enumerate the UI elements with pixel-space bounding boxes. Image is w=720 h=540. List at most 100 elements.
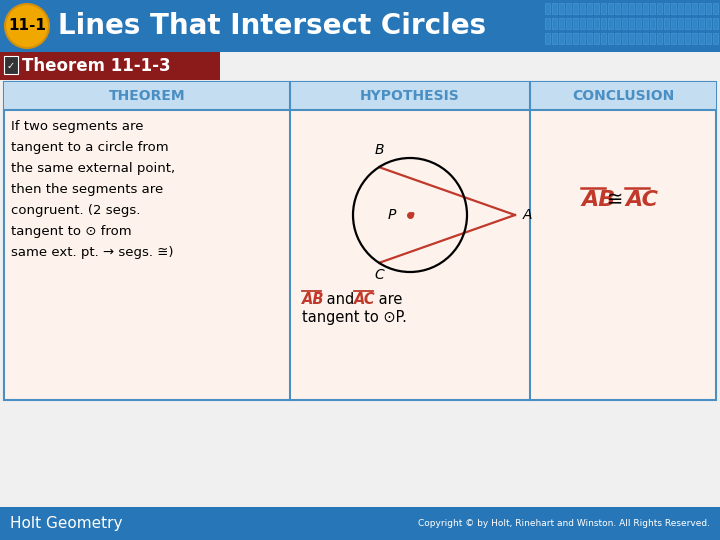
FancyBboxPatch shape [4,82,716,400]
Text: P: P [387,208,396,222]
FancyBboxPatch shape [699,18,704,29]
FancyBboxPatch shape [545,3,550,14]
FancyBboxPatch shape [587,33,592,44]
Text: HYPOTHESIS: HYPOTHESIS [360,89,460,103]
FancyBboxPatch shape [601,33,606,44]
FancyBboxPatch shape [601,18,606,29]
FancyBboxPatch shape [664,18,669,29]
FancyBboxPatch shape [559,33,564,44]
FancyBboxPatch shape [615,18,620,29]
FancyBboxPatch shape [643,18,648,29]
FancyBboxPatch shape [685,3,690,14]
FancyBboxPatch shape [629,33,634,44]
FancyBboxPatch shape [678,3,683,14]
FancyBboxPatch shape [664,3,669,14]
FancyBboxPatch shape [622,33,627,44]
FancyBboxPatch shape [0,52,220,80]
Text: AB: AB [302,292,325,307]
FancyBboxPatch shape [573,18,578,29]
FancyBboxPatch shape [552,18,557,29]
Text: tangent to ⊙P.: tangent to ⊙P. [302,310,407,325]
FancyBboxPatch shape [559,18,564,29]
FancyBboxPatch shape [657,3,662,14]
FancyBboxPatch shape [685,18,690,29]
Text: are: are [374,292,402,307]
FancyBboxPatch shape [671,33,676,44]
Text: Holt Geometry: Holt Geometry [10,516,122,531]
Text: then the segments are: then the segments are [11,183,163,196]
FancyBboxPatch shape [615,33,620,44]
FancyBboxPatch shape [573,33,578,44]
FancyBboxPatch shape [699,3,704,14]
Text: 11-1: 11-1 [8,18,46,33]
FancyBboxPatch shape [706,33,711,44]
FancyBboxPatch shape [608,33,613,44]
FancyBboxPatch shape [622,3,627,14]
Text: AB: AB [581,190,616,210]
Text: tangent to a circle from: tangent to a circle from [11,141,168,154]
FancyBboxPatch shape [4,56,18,74]
Text: A: A [523,208,533,222]
FancyBboxPatch shape [552,3,557,14]
FancyBboxPatch shape [580,33,585,44]
FancyBboxPatch shape [566,3,571,14]
FancyBboxPatch shape [650,18,655,29]
FancyBboxPatch shape [552,33,557,44]
Text: If two segments are: If two segments are [11,120,143,133]
FancyBboxPatch shape [608,3,613,14]
FancyBboxPatch shape [545,18,550,29]
FancyBboxPatch shape [587,3,592,14]
FancyBboxPatch shape [692,3,697,14]
Text: ✓: ✓ [7,61,15,71]
FancyBboxPatch shape [594,33,599,44]
FancyBboxPatch shape [678,18,683,29]
FancyBboxPatch shape [566,33,571,44]
FancyBboxPatch shape [0,507,720,540]
FancyBboxPatch shape [706,3,711,14]
Text: B: B [374,143,384,157]
FancyBboxPatch shape [713,18,718,29]
FancyBboxPatch shape [713,33,718,44]
FancyBboxPatch shape [545,33,550,44]
Text: and: and [322,292,359,307]
FancyBboxPatch shape [636,18,641,29]
FancyBboxPatch shape [643,33,648,44]
FancyBboxPatch shape [629,3,634,14]
FancyBboxPatch shape [580,3,585,14]
Text: THEOREM: THEOREM [109,89,185,103]
Text: tangent to ⊙ from: tangent to ⊙ from [11,225,132,238]
FancyBboxPatch shape [573,3,578,14]
Text: ≅: ≅ [607,191,624,210]
FancyBboxPatch shape [566,18,571,29]
FancyBboxPatch shape [587,18,592,29]
FancyBboxPatch shape [4,82,716,110]
FancyBboxPatch shape [636,33,641,44]
FancyBboxPatch shape [671,18,676,29]
FancyBboxPatch shape [636,3,641,14]
Text: AC: AC [625,190,658,210]
Circle shape [5,4,49,48]
Text: Copyright © by Holt, Rinehart and Winston. All Rights Reserved.: Copyright © by Holt, Rinehart and Winsto… [418,519,710,528]
FancyBboxPatch shape [0,0,720,52]
Text: AC: AC [354,292,376,307]
FancyBboxPatch shape [643,3,648,14]
Text: same ext. pt. → segs. ≅): same ext. pt. → segs. ≅) [11,246,174,259]
Text: Lines That Intersect Circles: Lines That Intersect Circles [58,12,486,40]
FancyBboxPatch shape [601,3,606,14]
FancyBboxPatch shape [650,3,655,14]
FancyBboxPatch shape [678,33,683,44]
FancyBboxPatch shape [706,18,711,29]
FancyBboxPatch shape [657,18,662,29]
Text: the same external point,: the same external point, [11,162,175,175]
FancyBboxPatch shape [622,18,627,29]
FancyBboxPatch shape [664,33,669,44]
FancyBboxPatch shape [692,18,697,29]
FancyBboxPatch shape [671,3,676,14]
FancyBboxPatch shape [699,33,704,44]
FancyBboxPatch shape [580,18,585,29]
FancyBboxPatch shape [615,3,620,14]
FancyBboxPatch shape [650,33,655,44]
FancyBboxPatch shape [657,33,662,44]
FancyBboxPatch shape [685,33,690,44]
FancyBboxPatch shape [713,3,718,14]
